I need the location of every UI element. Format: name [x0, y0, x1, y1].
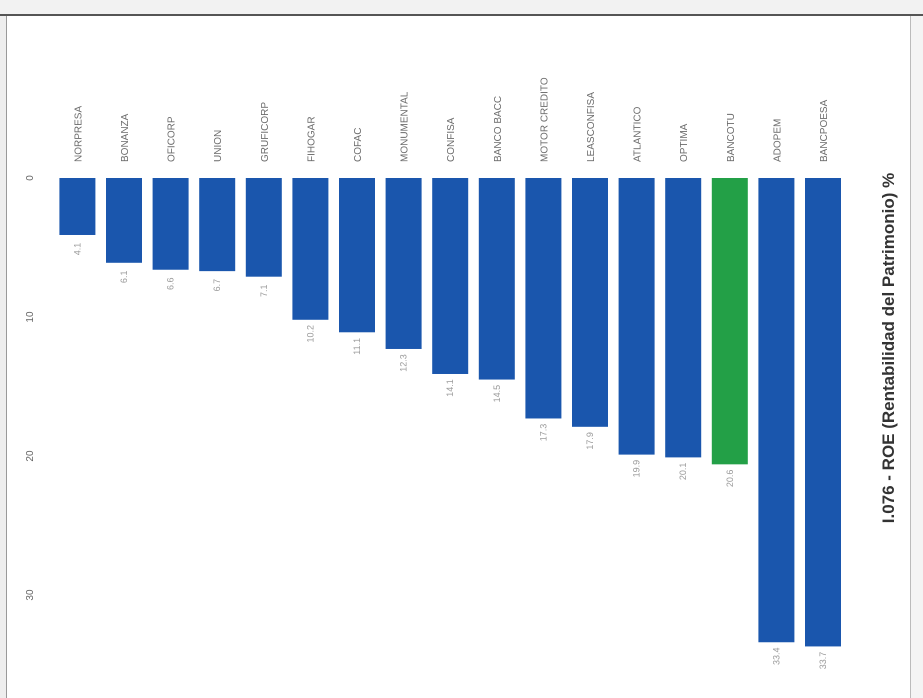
value-label: 12.3	[399, 354, 409, 372]
category-label: LEASCONFISA	[586, 92, 597, 162]
category-label: MOTOR CREDITO	[539, 77, 550, 162]
bar-adopem	[758, 177, 795, 643]
category-label: CONFISA	[446, 117, 457, 162]
axis-tick-label: 30	[25, 589, 36, 601]
bar-union	[199, 178, 236, 272]
bar-optima	[665, 177, 702, 458]
value-label: 10.2	[305, 325, 315, 343]
bar-bancotu	[711, 178, 748, 465]
bar-atlantico	[618, 178, 655, 455]
value-label: 6.1	[119, 271, 129, 284]
category-label: GRUFICORP	[260, 102, 271, 162]
category-labels: BANCPOESA ADOPEM BANCOTU OPTIMA ATLANTICO LEA…	[73, 77, 830, 162]
category-label: UNION	[213, 130, 224, 162]
category-label: BANCPOESA	[819, 99, 830, 162]
axis-tick-label: 10	[25, 311, 36, 323]
category-label: ATLANTICO	[633, 106, 644, 162]
value-label: 6.7	[212, 279, 222, 292]
category-label: ADOPEM	[772, 119, 783, 162]
bar-cofac	[339, 178, 375, 333]
value-label: 7.1	[259, 284, 269, 297]
bar-bonanza	[106, 178, 142, 263]
chart-title: I.076 - ROE (Rentabilidad del Patrimonio…	[879, 173, 898, 523]
category-label: MONUMENTAL	[400, 91, 411, 162]
value-label: 11.1	[352, 338, 362, 355]
axis-tick-label: 0	[25, 175, 36, 181]
bar-bancpoesa	[805, 178, 841, 647]
value-label: 14.1	[445, 379, 455, 397]
value-label: 6.6	[166, 277, 176, 290]
bar-confisa	[432, 177, 469, 374]
bar-banco-bacc	[478, 177, 515, 380]
bar-fihogar	[292, 178, 329, 320]
axis-ticks: 0 10 20 30	[25, 175, 36, 601]
value-label: 33.4	[771, 647, 781, 665]
value-label: 20.6	[725, 470, 735, 488]
bars-group	[59, 177, 841, 647]
bar-motor-credito	[525, 178, 562, 419]
bar-gruficorp	[245, 178, 282, 277]
value-label: 33.7	[818, 652, 828, 670]
window-right-border	[910, 16, 923, 698]
bar-monumental	[385, 178, 422, 349]
category-label: COFAC	[353, 128, 364, 162]
value-labels: 33.7 33.4 20.6 20.1 19.9 17.9 17.3 14.5 14.1 12.3…	[72, 243, 828, 669]
chart-rotated-group: I.076 - ROE (Rentabilidad del Patrimonio…	[25, 77, 898, 669]
category-label: BONANZA	[120, 113, 131, 162]
value-label: 14.5	[492, 385, 502, 403]
value-label: 19.9	[632, 460, 642, 478]
window-top-border	[0, 0, 923, 16]
window-left-border	[0, 16, 7, 698]
category-label: BANCOTU	[726, 113, 737, 162]
value-label: 17.9	[585, 432, 595, 450]
bar-norpresa	[59, 177, 96, 235]
value-label: 17.3	[538, 424, 548, 442]
bar-leasconfisa	[572, 178, 608, 427]
bar-oficorp	[152, 177, 189, 270]
category-label: BANCO BACC	[493, 96, 504, 162]
value-label: 20.1	[678, 463, 688, 481]
value-label: 4.1	[72, 243, 82, 256]
category-label: OFICORP	[167, 116, 178, 162]
category-label: NORPRESA	[73, 106, 84, 162]
category-label: FIHOGAR	[306, 116, 317, 162]
axis-tick-label: 20	[25, 450, 36, 462]
category-label: OPTIMA	[679, 123, 690, 162]
